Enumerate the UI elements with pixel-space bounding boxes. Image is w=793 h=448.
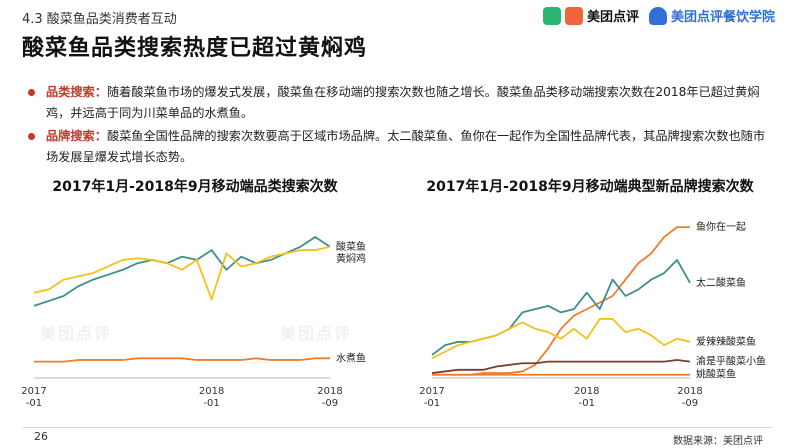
bullet-dot-icon (28, 89, 35, 96)
x-tick-label: 2018 -09 (677, 386, 702, 409)
page-number: 26 (34, 430, 48, 443)
academy-logo: 美团点评餐饮学院 (648, 6, 775, 25)
page-title: 酸菜鱼品类搜索热度已超过黄焖鸡 (22, 36, 368, 61)
series-label: 爱辣辣酸菜鱼 (696, 335, 756, 348)
series-line (34, 357, 330, 363)
meituan-logo: 美团点评 (542, 6, 639, 25)
x-tick-label: 2018 -01 (574, 386, 599, 409)
series-label: 太二酸菜鱼 (696, 276, 746, 289)
academy-logo-icon (648, 6, 667, 25)
footer-divider (22, 427, 772, 428)
series-line (431, 359, 691, 374)
x-tick-label: 2017 -01 (21, 386, 46, 409)
series-label: 姚酸菜鱼 (696, 368, 736, 381)
bullet-category: 品类搜索：随着酸菜鱼市场的爆发式发展，酸菜鱼在移动端的搜索次数也随之增长。酸菜鱼… (28, 82, 768, 124)
bullet-dot-icon (28, 133, 35, 140)
x-tick-label: 2017 -01 (419, 386, 444, 409)
x-tick-label: 2018 -01 (199, 386, 224, 409)
series-label: 鱼你在一起 (696, 220, 746, 233)
series-label: 水煮鱼 (336, 351, 366, 364)
series-line (431, 318, 691, 360)
section-heading: 4.3 酸菜鱼品类消费者互动 (22, 12, 177, 27)
data-source: 数据来源：美团点评 (673, 436, 763, 447)
series-line (33, 245, 331, 301)
chart1-title: 2017年1月-2018年9月移动端品类搜索次数 (52, 179, 338, 195)
bullet-text: 随着酸菜鱼市场的爆发式发展，酸菜鱼在移动端的搜索次数也随之增长。酸菜鱼品类移动端… (46, 85, 760, 120)
series-label: 酸菜鱼 (336, 240, 366, 253)
logos: 美团点评 美团点评餐饮学院 (542, 6, 775, 25)
bullet-keyword: 品类搜索： (46, 85, 107, 99)
logo2-label: 美团点评餐饮学院 (670, 10, 775, 25)
bullet-brand: 品牌搜索：酸菜鱼全国性品牌的搜索次数要高于区域市场品牌。太二酸菜鱼、鱼你在一起作… (28, 126, 768, 168)
watermark: 美团点评 (280, 324, 353, 343)
series-label: 黄焖鸡 (336, 252, 366, 265)
brand-search-chart: 2017 -01 2018 -01 2018 -09 鱼你在一起太二酸菜鱼爱辣辣酸菜鱼渝是乎… (419, 220, 766, 409)
x-tick-label: 2018 -09 (317, 386, 342, 409)
chart2-title: 2017年1月-2018年9月移动端典型新品牌搜索次数 (426, 179, 754, 195)
dianping-logo-icon (564, 6, 583, 25)
bullet-keyword: 品牌搜索： (46, 129, 107, 143)
series-label: 渝是乎酸菜小鱼 (696, 355, 766, 368)
series-line (431, 259, 691, 356)
meituan-logo-icon (542, 6, 561, 25)
series-line (432, 226, 690, 376)
bullet-list: 品类搜索：随着酸菜鱼市场的爆发式发展，酸菜鱼在移动端的搜索次数也随之增长。酸菜鱼… (28, 82, 768, 170)
series-line (33, 236, 331, 307)
logo1-label: 美团点评 (586, 10, 639, 25)
bullet-text: 酸菜鱼全国性品牌的搜索次数要高于区域市场品牌。太二酸菜鱼、鱼你在一起作为全国性品… (46, 129, 766, 164)
watermark: 美团点评 (40, 324, 113, 343)
